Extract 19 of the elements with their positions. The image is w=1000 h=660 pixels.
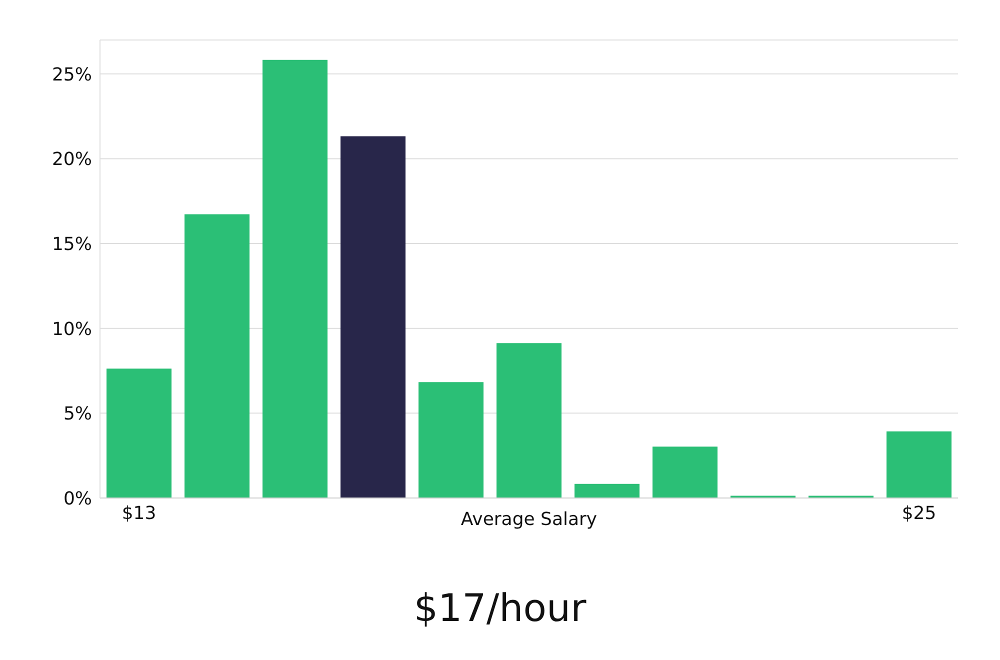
y-tick-label: 0% [63, 488, 92, 510]
bar [652, 446, 718, 498]
bar [574, 484, 640, 498]
bar [262, 60, 328, 498]
x-tick-label: $25 [902, 502, 936, 524]
bar [496, 343, 562, 498]
x-tick-label: $13 [122, 502, 156, 524]
y-tick-label: 5% [63, 404, 92, 425]
x-axis-title: Average Salary [460, 508, 598, 530]
y-tick-label: 20% [52, 149, 92, 170]
bar [106, 368, 172, 498]
y-tick-label: 15% [52, 234, 92, 255]
y-tick-label: 10% [52, 318, 92, 340]
bar [184, 214, 250, 498]
bar [340, 136, 406, 498]
bar [418, 382, 484, 498]
y-tick-label: 25% [52, 64, 92, 86]
text: $17/hour [412, 586, 588, 630]
bar [886, 431, 952, 498]
